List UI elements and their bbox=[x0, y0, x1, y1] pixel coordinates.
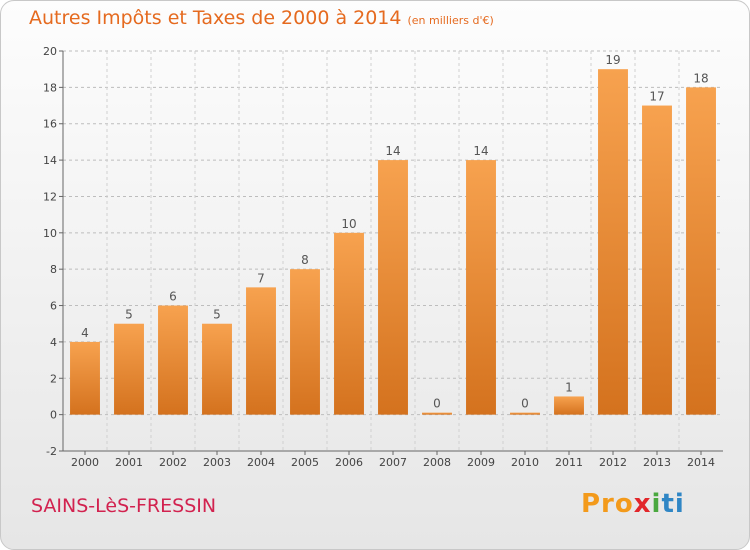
y-tick-label: -2 bbox=[46, 445, 57, 458]
data-label: 10 bbox=[341, 217, 356, 231]
data-label: 18 bbox=[693, 71, 708, 85]
x-tick-label: 2007 bbox=[379, 456, 407, 469]
data-label: 7 bbox=[257, 271, 265, 285]
proxiti-logo: Proxiti bbox=[581, 489, 685, 519]
x-tick-label: 2009 bbox=[467, 456, 495, 469]
bar bbox=[70, 341, 100, 415]
x-tick-label: 2012 bbox=[599, 456, 627, 469]
bar bbox=[334, 232, 364, 415]
x-tick-label: 2010 bbox=[511, 456, 539, 469]
y-tick-label: 18 bbox=[43, 81, 57, 94]
x-tick-label: 2006 bbox=[335, 456, 363, 469]
x-tick-label: 2011 bbox=[555, 456, 583, 469]
x-tick-label: 2000 bbox=[71, 456, 99, 469]
chart-title: Autres Impôts et Taxes de 2000 à 2014 (en… bbox=[29, 7, 494, 29]
data-label: 17 bbox=[649, 90, 664, 104]
logo-part: i bbox=[651, 489, 662, 519]
data-label: 4 bbox=[81, 326, 89, 340]
bar bbox=[158, 305, 188, 415]
chart-subtitle: (en milliers d'€) bbox=[407, 14, 494, 27]
x-tick-label: 2013 bbox=[643, 456, 671, 469]
y-tick-label: 0 bbox=[50, 409, 57, 422]
y-tick-label: 14 bbox=[43, 154, 57, 167]
x-tick-label: 2008 bbox=[423, 456, 451, 469]
data-label: 19 bbox=[605, 53, 620, 67]
y-tick-label: 6 bbox=[50, 300, 57, 313]
data-label: 5 bbox=[125, 308, 133, 322]
logo-part: Pro bbox=[581, 489, 634, 519]
x-tick-label: 2003 bbox=[203, 456, 231, 469]
chart-title-text: Autres Impôts et Taxes de 2000 à 2014 bbox=[29, 7, 402, 29]
y-tick-label: 2 bbox=[50, 372, 57, 385]
bar bbox=[554, 396, 584, 415]
y-tick-label: 12 bbox=[43, 190, 57, 203]
bar bbox=[246, 287, 276, 415]
x-tick-label: 2005 bbox=[291, 456, 319, 469]
y-tick-label: 8 bbox=[50, 263, 57, 276]
data-label: 8 bbox=[301, 253, 309, 267]
y-tick-label: 16 bbox=[43, 118, 57, 131]
data-label: 14 bbox=[473, 144, 488, 158]
y-tick-label: 20 bbox=[43, 45, 57, 58]
y-tick-label: 4 bbox=[50, 336, 57, 349]
data-label: 1 bbox=[565, 380, 573, 394]
y-tick-label: 10 bbox=[43, 227, 57, 240]
data-label: 0 bbox=[521, 397, 529, 411]
bar bbox=[114, 323, 144, 415]
x-tick-label: 2014 bbox=[687, 456, 715, 469]
data-label: 14 bbox=[385, 144, 400, 158]
bar bbox=[422, 412, 452, 415]
logo-part: ti bbox=[661, 489, 685, 519]
x-tick-label: 2004 bbox=[247, 456, 275, 469]
bar bbox=[510, 412, 540, 415]
logo-part: x bbox=[633, 489, 652, 519]
data-label: 0 bbox=[433, 397, 441, 411]
bar bbox=[378, 160, 408, 415]
bar bbox=[642, 105, 672, 415]
data-label: 6 bbox=[169, 290, 177, 304]
bar bbox=[686, 87, 716, 415]
x-tick-label: 2001 bbox=[115, 456, 143, 469]
x-tick-label: 2002 bbox=[159, 456, 187, 469]
bar bbox=[202, 323, 232, 415]
commune-name: SAINS-LèS-FRESSIN bbox=[31, 495, 217, 517]
data-label: 5 bbox=[213, 308, 221, 322]
bar bbox=[290, 269, 320, 415]
bar bbox=[598, 69, 628, 415]
bar bbox=[466, 160, 496, 415]
